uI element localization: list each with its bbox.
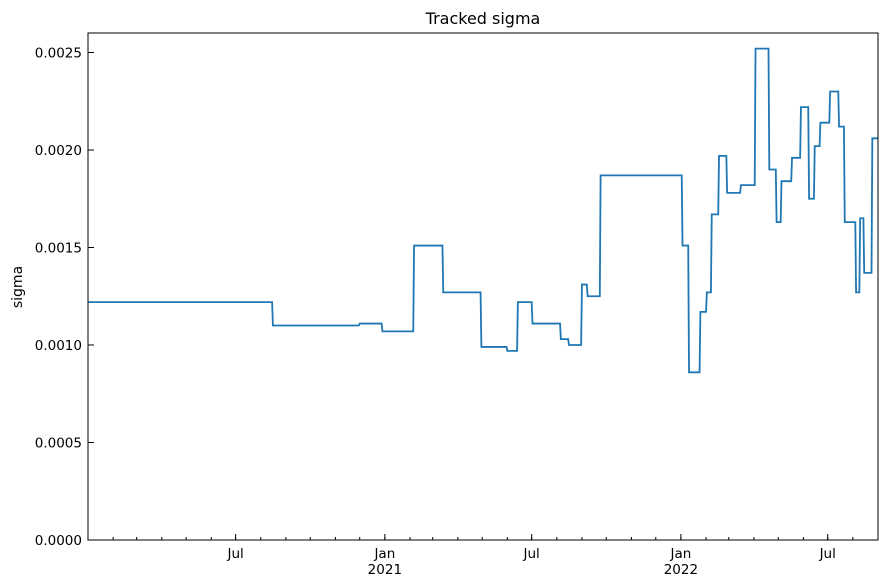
y-tick-label: 0.0015 xyxy=(35,241,82,257)
x-tick-label: Jul xyxy=(226,546,243,562)
y-tick-label: 0.0025 xyxy=(35,46,82,62)
x-tick-year: 2022 xyxy=(664,562,698,578)
x-tick-label: Jan xyxy=(373,546,395,562)
x-tick-label: Jul xyxy=(819,546,836,562)
plot-frame xyxy=(87,32,879,541)
series-line xyxy=(88,47,878,374)
chart-title: Tracked sigma xyxy=(425,9,541,28)
y-axis-label: sigma xyxy=(10,266,26,308)
y-tick-label: 0.0005 xyxy=(35,436,82,452)
x-tick-label: Jan xyxy=(669,546,691,562)
plot-area xyxy=(88,47,878,374)
y-axis: 0.0000 0.0005 0.0010 0.0015 0.0020 0.0025 xyxy=(35,46,94,549)
x-tick-label: Jul xyxy=(523,546,540,562)
y-tick-label: 0.0020 xyxy=(35,143,82,159)
y-tick-label: 0.0010 xyxy=(35,338,82,354)
x-tick-year: 2021 xyxy=(368,562,402,578)
y-tick-label: 0.0000 xyxy=(35,533,82,549)
